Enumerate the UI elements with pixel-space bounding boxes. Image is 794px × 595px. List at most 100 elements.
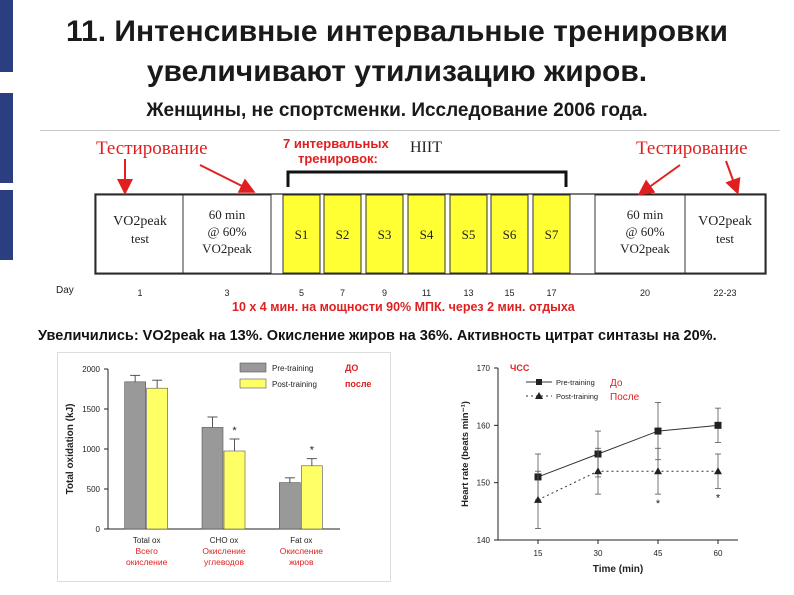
box-text-line: VO2peak	[113, 214, 167, 229]
session-box	[282, 194, 321, 274]
legend-label-ru: До	[610, 378, 623, 389]
legend-label: Pre-training	[272, 364, 313, 373]
test-box	[594, 194, 696, 274]
session-label: S6	[503, 227, 517, 242]
day-label: Day	[56, 285, 74, 296]
data-point	[714, 467, 722, 475]
slide-subtitle: Женщины, не спортсменки. Исследование 20…	[146, 100, 648, 121]
bar	[223, 450, 246, 530]
session-box	[490, 194, 529, 274]
box-text-line: VO2peak	[202, 241, 252, 256]
box-text-line: VO2peak	[620, 241, 670, 256]
day-number: 22-23	[713, 288, 736, 298]
test-box	[95, 194, 185, 274]
x-tick-label: 15	[534, 549, 543, 558]
testing-label-left: Тестирование	[96, 138, 208, 159]
x-axis-label: Time (min)	[593, 564, 643, 575]
bar	[124, 381, 146, 530]
y-tick-label: 160	[477, 421, 491, 430]
oxidation-bar-chart: 0 500 1000 1500 2000 Total oxidation (kJ) Tota…	[65, 362, 371, 567]
timeline-frame	[94, 193, 767, 275]
significance-mark: *	[232, 425, 237, 437]
data-point	[714, 421, 722, 429]
sessions-label-line2: тренировок:	[298, 151, 378, 166]
sidebar-accent-top	[0, 0, 13, 72]
category-translation: жиров	[289, 557, 314, 567]
session-label: S1	[295, 227, 309, 242]
category-label: Total ox	[133, 536, 161, 545]
box-text-line: test	[716, 231, 734, 246]
session-label: S7	[545, 227, 559, 242]
chart-title: ЧСС	[510, 363, 530, 373]
day-number: 13	[463, 288, 473, 298]
category-translation: окисление	[126, 557, 168, 567]
heart-rate-line-chart: 140 150 160 170 15 30 45 60 Time (min) Heart rate…	[460, 363, 738, 575]
x-tick-label: 45	[654, 549, 663, 558]
y-tick-label: 140	[477, 536, 491, 545]
box-text-line: @ 60%	[625, 224, 664, 239]
hiit-label: HIIT	[410, 139, 442, 156]
session-box	[407, 194, 446, 274]
session-box	[532, 194, 571, 274]
test-box	[182, 194, 272, 274]
timeline-diagram: VO2peak test 1 60 min @ 60% VO2peak 3 S1 5 S2 7 S3 9…	[94, 159, 767, 298]
sidebar-accent-middle	[0, 93, 13, 183]
y-tick-label: 2000	[82, 365, 100, 374]
day-number: 7	[340, 288, 345, 298]
legend-label-ru: После	[610, 392, 640, 403]
protocol-note: 10 x 4 мин. на мощности 90% МПК. через 2…	[232, 300, 575, 314]
x-tick-label: 30	[594, 549, 603, 558]
heart-rate-chart-panel: 140 150 160 170 15 30 45 60 Time (min) Heart rate…	[454, 354, 754, 580]
y-tick-label: 0	[96, 525, 101, 534]
day-number: 15	[504, 288, 514, 298]
day-number: 1	[137, 288, 142, 298]
significance-mark: *	[656, 498, 661, 510]
data-point	[654, 427, 662, 435]
slide-title-line1: 11. Интенсивные интервальные тренировки	[66, 15, 728, 48]
session-label: S2	[336, 227, 350, 242]
bar	[279, 482, 301, 530]
oxidation-chart-panel: 0 500 1000 1500 2000 Total oxidation (kJ) Tota…	[57, 352, 391, 582]
legend-label-ru: ДО	[345, 363, 358, 373]
legend-swatch	[239, 362, 267, 373]
legend-label-ru: после	[345, 379, 371, 389]
bar	[301, 465, 323, 530]
session-label: S4	[420, 227, 434, 242]
arrow-testing-left-b	[199, 164, 256, 193]
data-point	[654, 467, 662, 475]
session-box	[449, 194, 488, 274]
session-box	[365, 194, 404, 274]
y-tick-label: 1000	[82, 445, 100, 454]
session-label: S5	[462, 227, 476, 242]
test-box	[684, 194, 766, 274]
day-number: 17	[546, 288, 556, 298]
data-point	[534, 495, 542, 503]
slide-title-line2: увеличивают утилизацию жиров.	[146, 55, 648, 88]
x-tick-label: 60	[714, 549, 723, 558]
y-tick-label: 170	[477, 364, 491, 373]
bar	[201, 427, 224, 530]
sessions-label-line1: 7 интервальных	[283, 136, 389, 151]
day-number: 11	[422, 288, 431, 298]
results-summary: Увеличились: VO2peak на 13%. Окисление ж…	[38, 328, 717, 344]
y-axis-label: Heart rate (beats min⁻¹)	[460, 401, 471, 507]
box-text-line: @ 60%	[207, 224, 246, 239]
timeline-panel: VO2peak test 1 60 min @ 60% VO2peak 3 S1 5 S2 7 S3 9…	[40, 130, 780, 321]
category-label: Fat ox	[290, 536, 312, 545]
box-text-line: test	[131, 231, 149, 246]
bar	[146, 387, 168, 530]
session-label: S3	[378, 227, 392, 242]
series-line	[537, 424, 719, 478]
legend-marker	[536, 379, 542, 385]
significance-mark: *	[310, 445, 315, 457]
y-axis-label: Total oxidation (kJ)	[65, 404, 76, 495]
arrow-testing-right-a	[637, 164, 681, 196]
legend-label: Post-training	[272, 380, 317, 389]
significance-mark: *	[716, 492, 721, 504]
sidebar-accent-bottom	[0, 190, 13, 260]
box-text-line: VO2peak	[698, 214, 752, 229]
category-translation: углеводов	[204, 557, 244, 567]
legend-swatch	[239, 378, 267, 389]
category-label: CHO ox	[210, 536, 238, 545]
y-tick-label: 150	[477, 479, 491, 488]
